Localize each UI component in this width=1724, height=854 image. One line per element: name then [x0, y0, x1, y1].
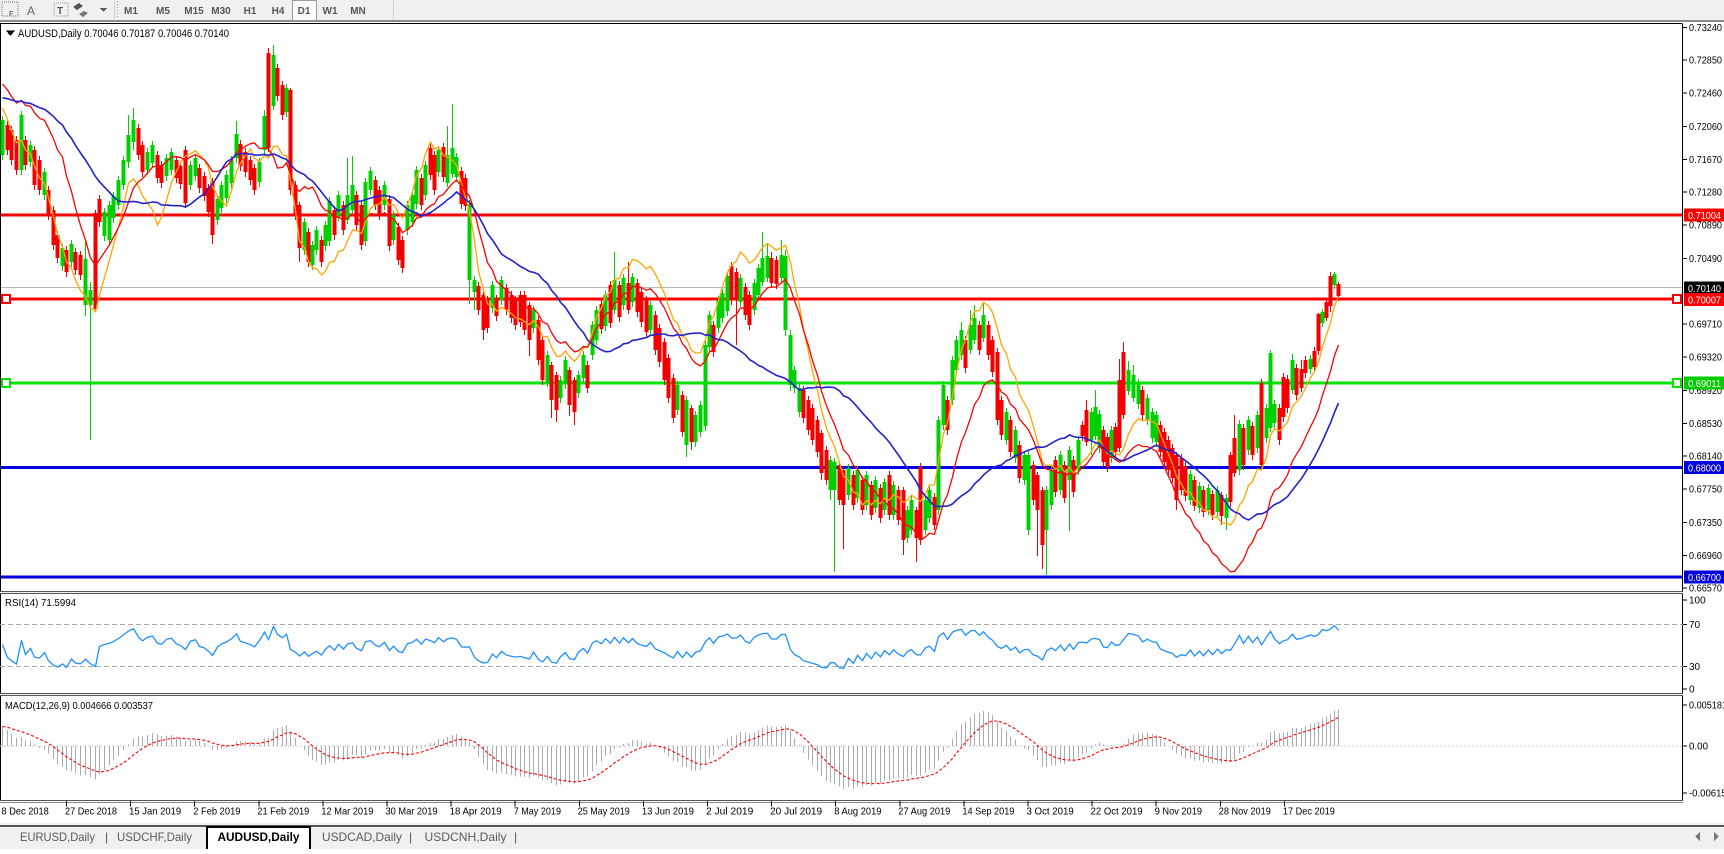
svg-text:9 Nov 2019: 9 Nov 2019: [1155, 806, 1202, 818]
svg-text:H4: H4: [272, 6, 285, 17]
svg-text:M15: M15: [184, 6, 204, 17]
svg-text:0.67750: 0.67750: [1689, 485, 1722, 496]
svg-text:20 Jul 2019: 20 Jul 2019: [770, 806, 822, 818]
svg-text:0.66700: 0.66700: [1688, 573, 1721, 584]
svg-text:12 Mar 2019: 12 Mar 2019: [321, 806, 373, 818]
svg-text:8 Dec 2018: 8 Dec 2018: [2, 806, 49, 818]
svg-text:|: |: [105, 830, 108, 844]
svg-text:27 Dec 2018: 27 Dec 2018: [65, 806, 117, 818]
svg-text:2 Feb 2019: 2 Feb 2019: [193, 806, 240, 818]
svg-text:100: 100: [1689, 596, 1706, 607]
svg-text:D1: D1: [298, 6, 311, 17]
svg-text:0.71280: 0.71280: [1689, 188, 1722, 199]
svg-text:70: 70: [1689, 620, 1701, 631]
svg-text:0.69320: 0.69320: [1689, 353, 1722, 364]
svg-text:T: T: [57, 6, 63, 17]
svg-text:17 Dec 2019: 17 Dec 2019: [1283, 806, 1335, 818]
svg-text:0.69710: 0.69710: [1689, 320, 1722, 331]
svg-text:0.70490: 0.70490: [1689, 254, 1722, 265]
svg-text:0.66960: 0.66960: [1689, 551, 1722, 562]
svg-text:0.00: 0.00: [1689, 742, 1708, 753]
svg-text:0.68920: 0.68920: [1689, 386, 1722, 397]
svg-text:0.005181: 0.005181: [1689, 701, 1724, 712]
svg-text:M30: M30: [211, 6, 231, 17]
svg-text:0: 0: [1689, 685, 1695, 696]
svg-text:0.71670: 0.71670: [1689, 155, 1722, 166]
svg-text:0.69011: 0.69011: [1688, 379, 1721, 390]
svg-text:0.72460: 0.72460: [1689, 89, 1722, 100]
svg-text:AUDUSD,Daily 0.70046 0.70187: AUDUSD,Daily 0.70046 0.70187 0.70046 0.7…: [18, 28, 229, 40]
svg-text:M5: M5: [156, 6, 170, 17]
svg-text:7 May 2019: 7 May 2019: [514, 806, 561, 818]
svg-text:8 Aug 2019: 8 Aug 2019: [834, 806, 881, 818]
svg-text:MACD(12,26,9) 0.004666 0.00353: MACD(12,26,9) 0.004666 0.003537: [5, 701, 153, 712]
svg-text:3 Oct 2019: 3 Oct 2019: [1027, 806, 1074, 818]
svg-text:0.72060: 0.72060: [1689, 122, 1722, 133]
svg-text:|: |: [409, 830, 412, 844]
svg-text:EURUSD,Daily: EURUSD,Daily: [20, 830, 95, 844]
svg-text:AUDUSD,Daily: AUDUSD,Daily: [218, 830, 300, 844]
svg-text:2 Jul 2019: 2 Jul 2019: [706, 806, 753, 818]
svg-text:0.70890: 0.70890: [1689, 221, 1722, 232]
svg-text:15 Jan 2019: 15 Jan 2019: [129, 806, 181, 818]
svg-text:A: A: [27, 4, 35, 18]
svg-text:14 Sep 2019: 14 Sep 2019: [962, 806, 1014, 818]
svg-text:0.68000: 0.68000: [1688, 464, 1721, 475]
svg-text:0.67350: 0.67350: [1689, 518, 1722, 529]
svg-text:H1: H1: [244, 6, 257, 17]
svg-text:28 Nov 2019: 28 Nov 2019: [1219, 806, 1271, 818]
svg-text:F: F: [9, 11, 13, 18]
svg-text:0.68530: 0.68530: [1689, 419, 1722, 430]
svg-text:0.70007: 0.70007: [1688, 296, 1721, 307]
svg-text:0.72850: 0.72850: [1689, 56, 1722, 67]
svg-text:18 Apr 2019: 18 Apr 2019: [450, 806, 502, 818]
svg-text:USDCHF,Daily: USDCHF,Daily: [117, 830, 192, 844]
svg-text:13 Jun 2019: 13 Jun 2019: [642, 806, 694, 818]
svg-text:0.73240: 0.73240: [1689, 23, 1722, 34]
svg-text:USDCNH,Daily: USDCNH,Daily: [425, 830, 507, 844]
svg-text:0.70140: 0.70140: [1688, 284, 1721, 295]
svg-text:25 May 2019: 25 May 2019: [578, 806, 630, 818]
svg-text:RSI(14) 71.5994: RSI(14) 71.5994: [5, 598, 76, 609]
svg-text:27 Aug 2019: 27 Aug 2019: [898, 806, 950, 818]
svg-text:USDCAD,Daily: USDCAD,Daily: [322, 830, 402, 844]
svg-text:0.71004: 0.71004: [1688, 211, 1721, 222]
svg-text:30: 30: [1689, 662, 1701, 673]
svg-text:21 Feb 2019: 21 Feb 2019: [257, 806, 309, 818]
svg-text:30 Mar 2019: 30 Mar 2019: [386, 806, 438, 818]
svg-text:M1: M1: [124, 6, 138, 17]
svg-text:22 Oct 2019: 22 Oct 2019: [1091, 806, 1143, 818]
svg-text:0.66570: 0.66570: [1689, 584, 1722, 595]
svg-text:-0.006153: -0.006153: [1689, 789, 1724, 800]
svg-text:0.68140: 0.68140: [1689, 452, 1722, 463]
svg-text:MN: MN: [350, 6, 366, 17]
svg-text:|: |: [514, 830, 517, 844]
svg-text:W1: W1: [323, 6, 338, 17]
